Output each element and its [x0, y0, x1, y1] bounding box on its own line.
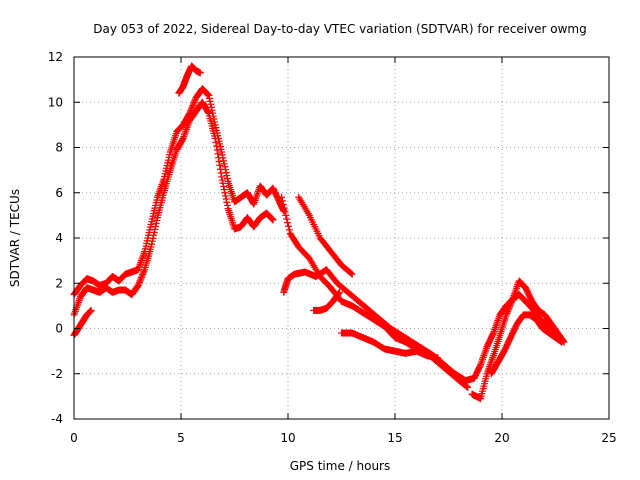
- series-9-markers: [487, 311, 566, 378]
- x-axis-label: GPS time / hours: [290, 459, 391, 473]
- y-tick-label: 4: [55, 231, 63, 245]
- chart-title: Day 053 of 2022, Sidereal Day-to-day VTE…: [93, 22, 587, 36]
- series-8-markers: [468, 277, 568, 403]
- x-tick-label: 15: [387, 431, 402, 445]
- y-tick-label: 6: [55, 186, 63, 200]
- data-points: [70, 62, 568, 403]
- series-7-markers: [338, 329, 442, 362]
- y-tick-label: -4: [51, 412, 63, 426]
- x-tick-label: 0: [70, 431, 78, 445]
- y-tick-label: 0: [55, 322, 63, 336]
- y-tick-label: 10: [48, 95, 63, 109]
- series-9: [487, 311, 566, 378]
- series-3-markers: [175, 62, 204, 97]
- y-tick-label: 8: [55, 141, 63, 155]
- y-tick-label: -2: [51, 367, 63, 381]
- series-10: [310, 288, 343, 314]
- axis-ticks: 0 5 10 15 20 25 -4 -2 0 2 4 6 8 10 12: [48, 50, 617, 445]
- series-7: [338, 329, 442, 362]
- series-8: [468, 277, 568, 403]
- grid: [74, 57, 609, 419]
- x-tick-label: 25: [601, 431, 616, 445]
- y-tick-label: 2: [55, 276, 63, 290]
- y-axis-label: SDTVAR / TECUs: [8, 189, 22, 287]
- x-tick-label: 5: [177, 431, 185, 445]
- series-10-markers: [310, 288, 343, 314]
- series-5-markers: [295, 193, 356, 278]
- series-3: [175, 62, 204, 97]
- x-tick-label: 20: [494, 431, 509, 445]
- x-tick-label: 10: [280, 431, 295, 445]
- series-5: [295, 193, 356, 278]
- y-tick-label: 12: [48, 50, 63, 64]
